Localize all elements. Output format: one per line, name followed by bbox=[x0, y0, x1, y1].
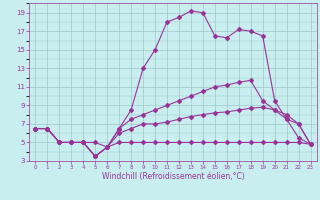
X-axis label: Windchill (Refroidissement éolien,°C): Windchill (Refroidissement éolien,°C) bbox=[102, 172, 244, 181]
